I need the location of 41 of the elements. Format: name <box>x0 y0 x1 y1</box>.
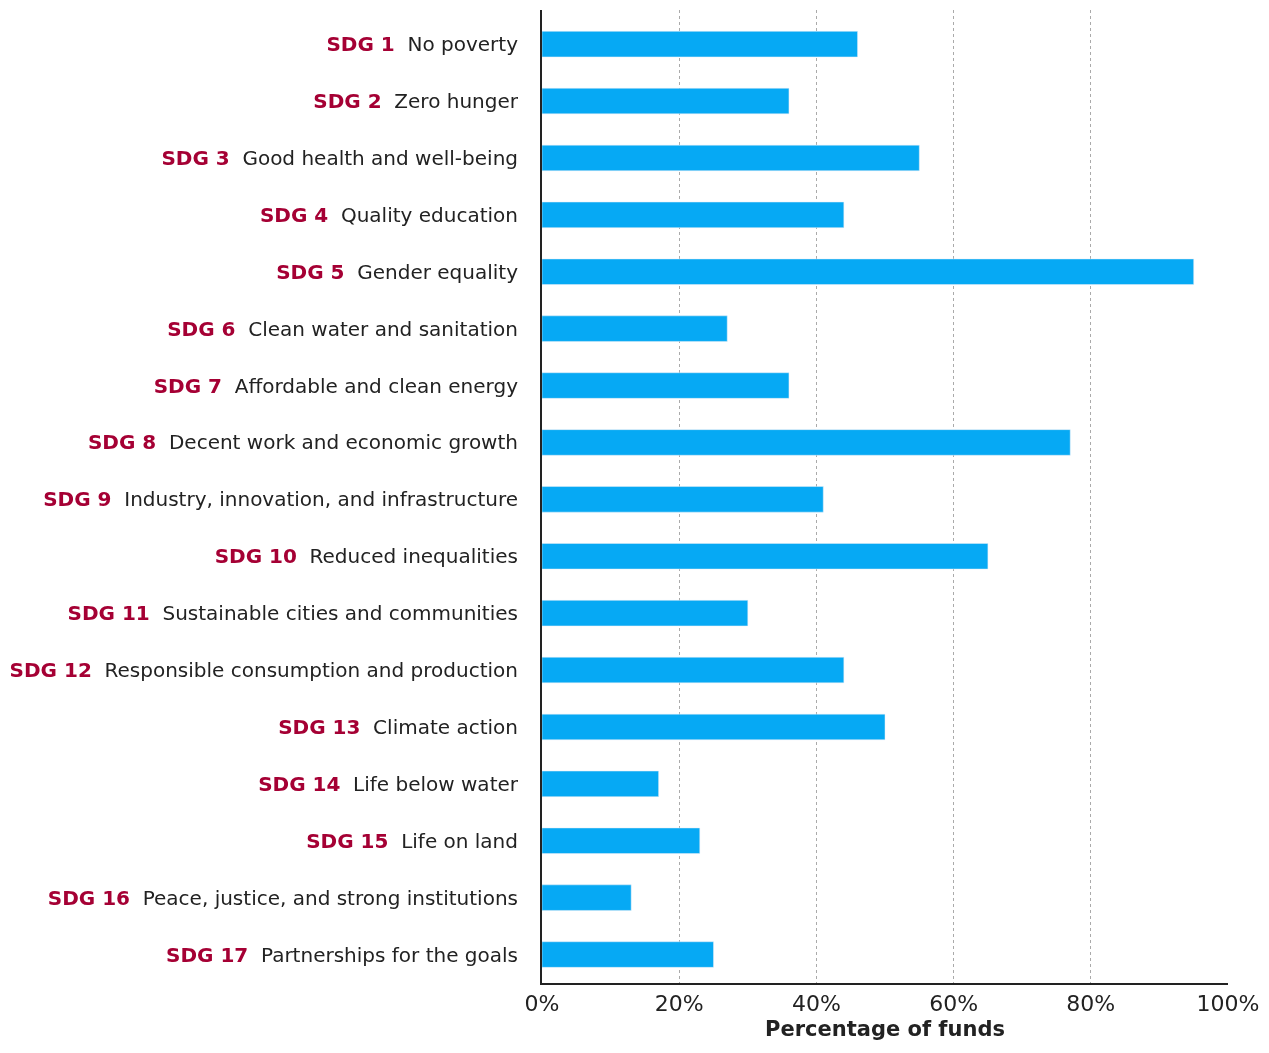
bar <box>542 144 920 171</box>
y-tick-label: SDG 13 Climate action <box>278 714 518 739</box>
bar <box>542 941 714 968</box>
y-tick-label: SDG 4 Quality education <box>259 202 518 227</box>
bar <box>542 201 845 228</box>
bar <box>542 656 845 684</box>
x-tick-label: 0% <box>524 991 560 1017</box>
bar <box>542 770 659 797</box>
bar <box>542 713 886 740</box>
bar <box>542 372 790 399</box>
bar <box>542 87 790 115</box>
x-tick-label: 20% <box>654 991 704 1017</box>
y-tick-label: SDG 10 Reduced inequalities <box>214 544 518 569</box>
y-tick-label: SDG 9 Industry, innovation, and infrastructure <box>43 487 518 512</box>
y-tick-label: SDG 2 Zero hunger <box>313 89 519 114</box>
bar <box>542 884 632 911</box>
bar <box>542 315 728 342</box>
bar <box>542 258 1194 285</box>
y-tick-label: SDG 7 Affordable and clean energy <box>153 373 519 398</box>
bar <box>542 486 824 513</box>
bar <box>542 31 858 58</box>
y-tick-label: SDG 1 No poverty <box>326 32 519 57</box>
bar <box>542 600 749 627</box>
y-tick-label: SDG 3 Good health and well-being <box>161 145 518 170</box>
y-tick-label: SDG 16 Peace, justice, and strong institutions <box>47 885 518 910</box>
x-tick-label: 80% <box>1066 991 1116 1017</box>
y-tick-label: SDG 11 Sustainable cities and communities <box>67 601 518 626</box>
x-tick-label: 100% <box>1196 991 1260 1017</box>
x-axis-title: Percentage of funds <box>765 1017 1005 1042</box>
bar <box>542 827 701 854</box>
y-tick-label: SDG 6 Clean water and sanitation <box>167 316 518 341</box>
bar <box>542 543 989 570</box>
y-tick-label: SDG 14 Life below water <box>258 771 519 796</box>
y-tick-label: SDG 15 Life on land <box>306 828 518 853</box>
y-tick-label: SDG 17 Partnerships for the goals <box>166 942 518 967</box>
x-tick-label: 40% <box>791 991 841 1017</box>
bar <box>542 429 1071 456</box>
y-tick-label: SDG 5 Gender equality <box>276 259 519 284</box>
x-tick-label: 60% <box>929 991 979 1017</box>
y-tick-label: SDG 12 Responsible consumption and production <box>9 658 518 683</box>
y-tick-label: SDG 8 Decent work and economic growth <box>87 430 518 455</box>
